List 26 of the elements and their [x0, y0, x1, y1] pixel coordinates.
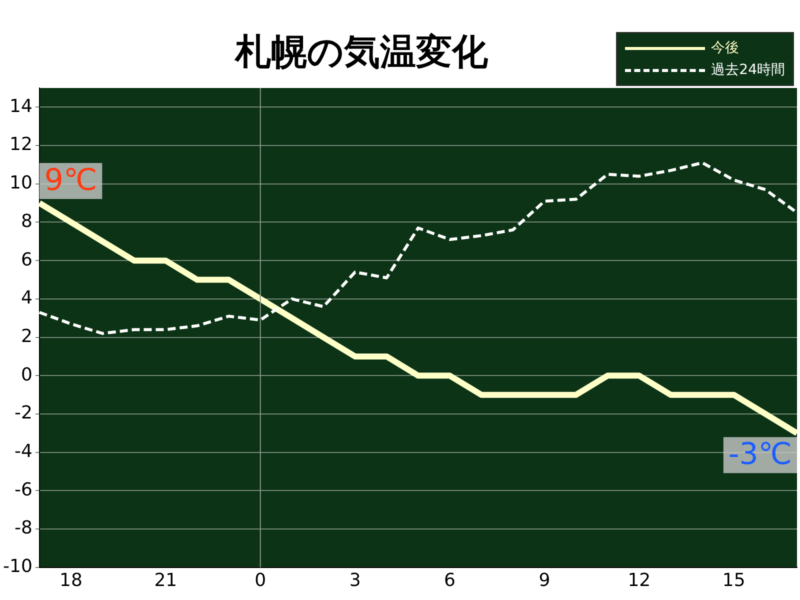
x-tick-label: 9: [538, 570, 550, 591]
y-tick-label: -10: [2, 556, 32, 578]
y-tick-label: -2: [14, 402, 32, 424]
y-tick-label: -4: [14, 441, 32, 462]
y-tick-label: 14: [9, 96, 32, 117]
x-tick-label: 6: [444, 570, 456, 591]
y-tick-label: 12: [9, 134, 32, 156]
x-tick-label: 18: [60, 570, 82, 591]
y-tick-label: 2: [20, 326, 32, 347]
y-tick-label: 10: [9, 172, 32, 194]
text: 今後: [711, 39, 740, 57]
text: 過去24時間: [711, 61, 785, 79]
y-tick-label: 6: [20, 249, 32, 270]
x-tick-label: 3: [349, 570, 361, 591]
y-tick-label: 4: [20, 288, 32, 309]
y-tick-label: -6: [14, 479, 32, 500]
x-tick-label: 15: [722, 570, 746, 591]
annotation: -3℃: [728, 436, 792, 472]
annotation: 9℃: [44, 162, 98, 198]
y-tick-label: 8: [20, 210, 32, 232]
x-tick-label: 0: [254, 570, 266, 591]
y-tick-label: -8: [14, 518, 32, 539]
x-tick-label: 12: [628, 570, 651, 591]
chart-title: 札幌の気温変化: [235, 31, 488, 75]
x-tick-label: 21: [154, 570, 178, 591]
y-tick-label: 0: [20, 364, 32, 386]
